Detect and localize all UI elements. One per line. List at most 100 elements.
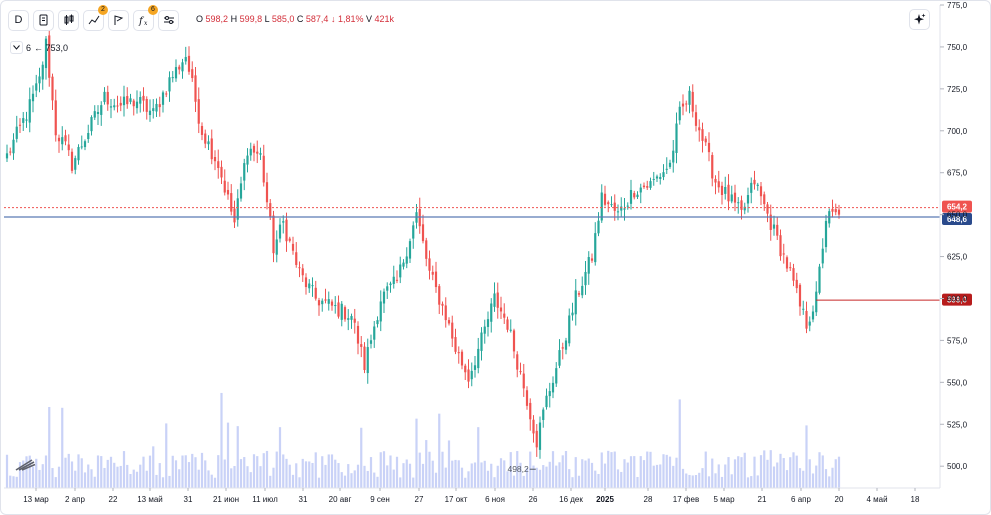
chevron-down-icon[interactable] <box>10 41 23 54</box>
compare-doc-icon <box>39 14 47 26</box>
candle-body <box>633 193 636 198</box>
volume-bar <box>291 474 295 488</box>
volume-bar <box>230 468 233 488</box>
candle-body <box>834 209 837 213</box>
chart-type-button[interactable] <box>58 9 79 31</box>
volume-bar <box>636 476 639 488</box>
candle-body <box>226 189 230 195</box>
candle-body <box>145 98 148 112</box>
svg-text:x: x <box>144 20 148 26</box>
candle-body <box>639 187 642 193</box>
volume-bar <box>304 461 308 488</box>
volume-bar <box>191 453 194 488</box>
volume-bar <box>93 476 96 488</box>
candle-body <box>382 291 386 304</box>
candle-body <box>272 215 275 254</box>
candle-body <box>213 156 217 162</box>
drawing-button[interactable] <box>108 9 129 31</box>
volume-bar <box>288 464 291 488</box>
volume-bar <box>405 459 408 488</box>
volume-value: 421k <box>374 14 395 24</box>
price-label-box <box>942 212 972 225</box>
volume-bar <box>308 461 311 488</box>
indicator-legend[interactable]: 6 ← 753,0 <box>10 41 68 54</box>
candle-body <box>506 319 509 330</box>
volume-bar <box>415 418 418 488</box>
volume-bar <box>402 463 405 488</box>
indicators-button[interactable]: 2 <box>83 4 108 31</box>
candle-layer <box>5 25 841 459</box>
volume-bar <box>389 455 392 488</box>
candle-body <box>246 155 249 165</box>
volume-bar <box>447 440 451 488</box>
x-tick-label: 16 дек <box>559 495 583 504</box>
candle-body <box>38 76 41 84</box>
candle-body <box>80 146 83 148</box>
candle-body <box>704 138 707 143</box>
volume-bar <box>564 450 568 488</box>
compare-button[interactable] <box>33 9 54 31</box>
candle-body <box>249 148 252 156</box>
candle-body <box>769 214 772 230</box>
candle-body <box>324 299 327 301</box>
candle-body <box>275 239 278 255</box>
close-label: C <box>296 14 304 24</box>
candle-body <box>665 168 668 170</box>
volume-bar <box>28 455 31 488</box>
candles-icon <box>64 14 73 25</box>
volume-bar <box>350 473 353 488</box>
volume-bar <box>80 458 83 488</box>
volume-bar <box>148 455 152 488</box>
interval-button[interactable]: D <box>8 9 29 31</box>
candle-body <box>561 347 564 349</box>
volume-bar <box>538 469 542 488</box>
candle-body <box>756 184 759 186</box>
candle-body <box>529 402 532 420</box>
volume-bar <box>460 467 464 488</box>
volume-bar <box>64 457 67 488</box>
candle-body <box>103 91 106 103</box>
candle-body <box>278 224 282 239</box>
indicator-value: 6 <box>26 42 32 53</box>
candle-body <box>343 307 347 320</box>
volume-bar <box>233 466 236 488</box>
volume-bar <box>551 451 555 488</box>
candle-body <box>688 90 691 105</box>
candle-body <box>811 311 815 320</box>
volume-bar <box>119 465 122 488</box>
candle-body <box>499 307 503 312</box>
candle-body <box>129 98 132 102</box>
volume-bar <box>441 451 444 488</box>
candle-body <box>714 178 717 183</box>
candle-body <box>610 204 613 206</box>
volume-bar <box>87 464 90 488</box>
candle-body <box>379 301 382 322</box>
indicator-label: ← 753,0 <box>34 42 69 53</box>
candle-body <box>418 209 421 227</box>
candle-body <box>301 268 304 276</box>
volume-bar <box>366 470 369 488</box>
settings-button[interactable] <box>158 9 179 31</box>
volume-bar <box>256 456 259 488</box>
candle-body <box>15 126 18 139</box>
candle-body <box>477 348 480 369</box>
candle-body <box>269 203 272 218</box>
price-label-box <box>942 293 972 306</box>
close-value: 587,4 <box>305 14 329 24</box>
x-tick-label: 31 <box>299 495 308 504</box>
volume-bar <box>152 446 155 488</box>
volume-bar <box>399 477 402 488</box>
x-tick-label: 26 <box>529 495 538 504</box>
candle-body <box>646 186 649 188</box>
volume-bar <box>581 459 584 488</box>
volume-bar <box>181 455 184 488</box>
volume-bar <box>44 455 48 488</box>
volume-bar <box>444 467 447 488</box>
candle-body <box>782 253 785 255</box>
price-label-text: 654,2 <box>947 203 968 212</box>
volume-bar <box>759 455 763 488</box>
ai-assistant-button[interactable] <box>909 9 930 30</box>
volume-bar <box>792 452 795 488</box>
